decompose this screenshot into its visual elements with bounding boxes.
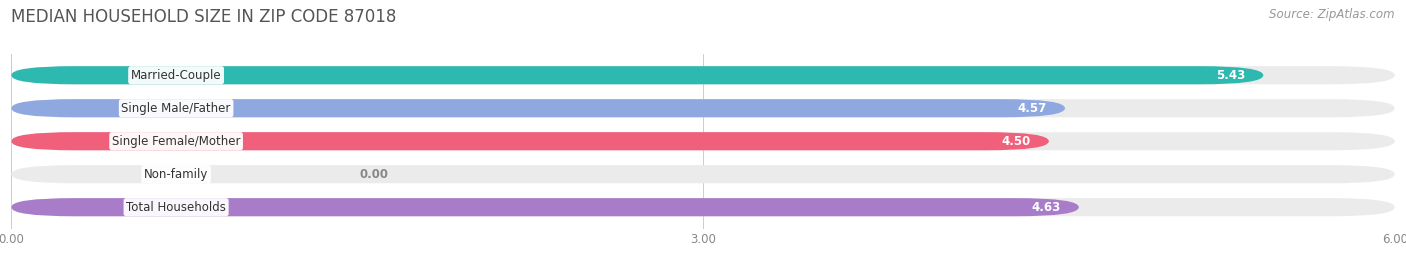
Text: Total Households: Total Households — [127, 201, 226, 214]
Text: 5.43: 5.43 — [1216, 69, 1244, 82]
Text: Single Male/Father: Single Male/Father — [121, 102, 231, 115]
FancyBboxPatch shape — [11, 198, 1078, 216]
Text: 4.50: 4.50 — [1001, 135, 1031, 148]
Text: 4.63: 4.63 — [1031, 201, 1060, 214]
Text: MEDIAN HOUSEHOLD SIZE IN ZIP CODE 87018: MEDIAN HOUSEHOLD SIZE IN ZIP CODE 87018 — [11, 8, 396, 26]
FancyBboxPatch shape — [11, 99, 1064, 117]
Text: Single Female/Mother: Single Female/Mother — [112, 135, 240, 148]
Text: 0.00: 0.00 — [360, 168, 388, 181]
FancyBboxPatch shape — [11, 165, 1395, 183]
FancyBboxPatch shape — [11, 198, 1395, 216]
FancyBboxPatch shape — [11, 66, 1264, 84]
Text: Married-Couple: Married-Couple — [131, 69, 221, 82]
Text: Source: ZipAtlas.com: Source: ZipAtlas.com — [1270, 8, 1395, 21]
FancyBboxPatch shape — [11, 132, 1049, 150]
FancyBboxPatch shape — [11, 99, 1395, 117]
Text: Non-family: Non-family — [143, 168, 208, 181]
FancyBboxPatch shape — [11, 132, 1395, 150]
FancyBboxPatch shape — [11, 66, 1395, 84]
Text: 4.57: 4.57 — [1018, 102, 1046, 115]
